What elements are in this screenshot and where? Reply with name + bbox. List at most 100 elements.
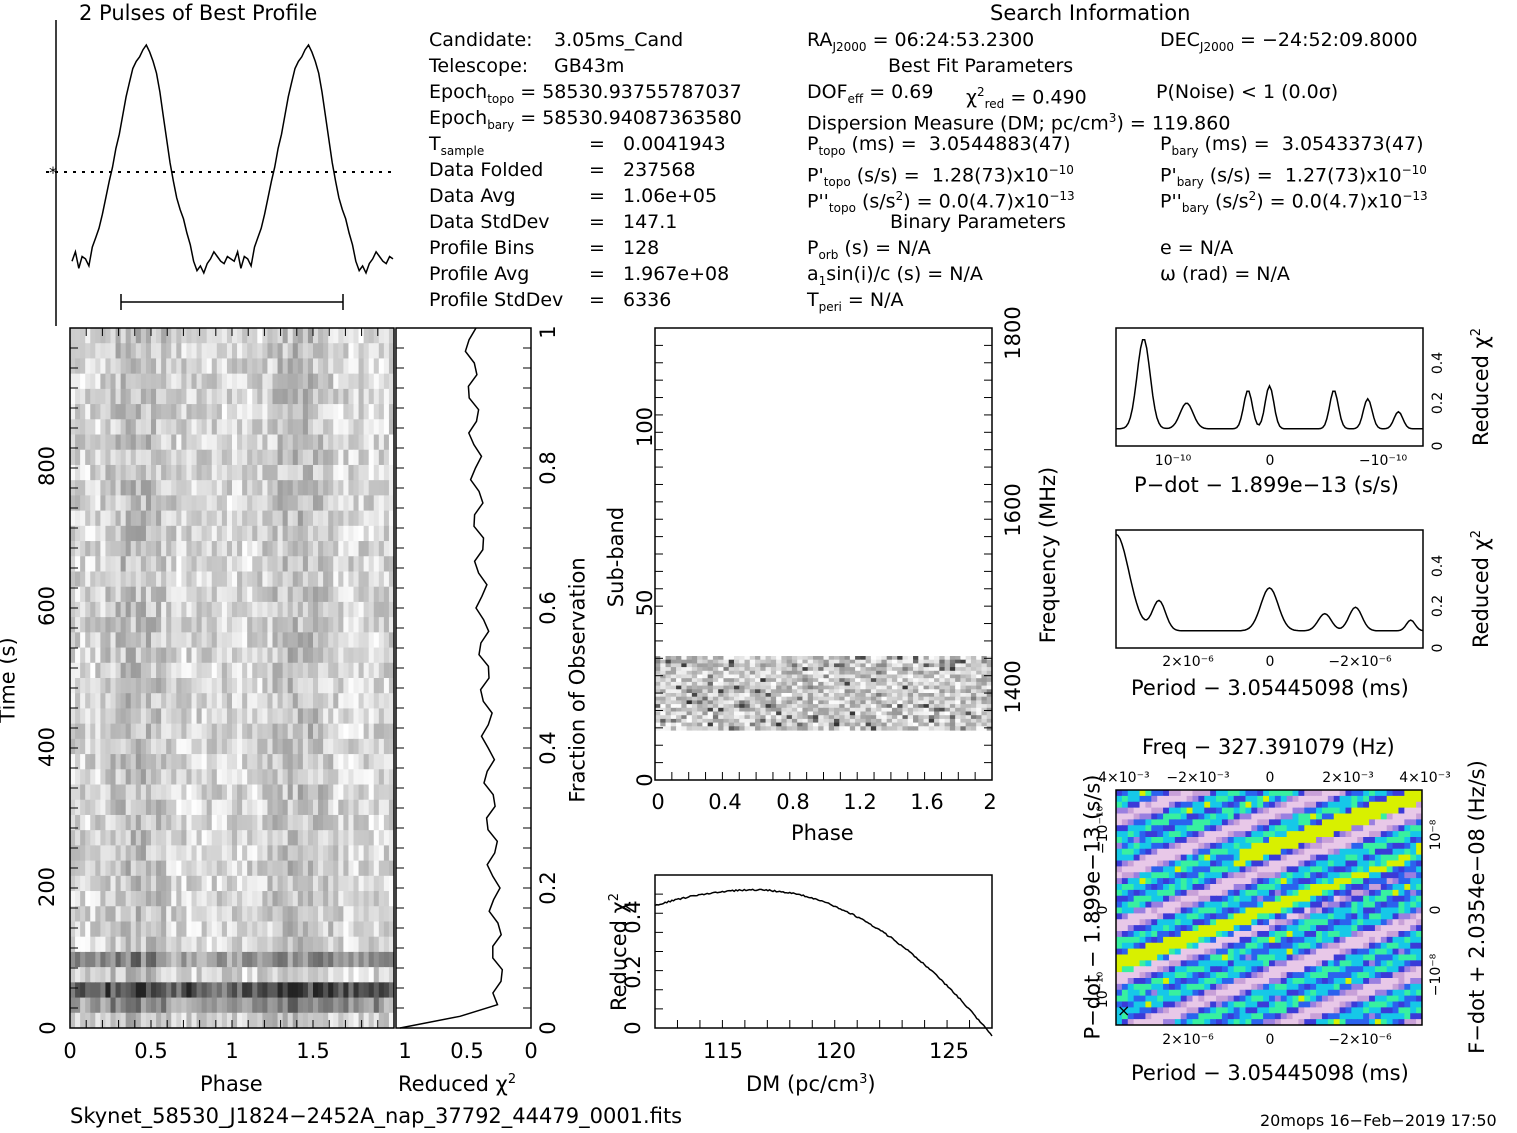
subband-cell: [844, 696, 851, 701]
time-phase-cell: [110, 693, 117, 710]
time-phase-cell: [181, 738, 188, 755]
subband-cell: [670, 667, 677, 672]
time-phase-cell: [130, 693, 137, 710]
ppdot-cell: [1257, 831, 1264, 838]
subband-cell: [670, 663, 677, 668]
time-phase-cell: [120, 343, 127, 360]
time-phase-cell: [232, 967, 238, 983]
subband-cell: [749, 700, 756, 705]
time-phase-cell: [115, 678, 122, 694]
time-phase-cell: [302, 586, 309, 603]
time-phase-cell: [125, 769, 132, 786]
time-phase-cell: [318, 678, 324, 694]
subband-cell: [765, 670, 772, 676]
time-phase-cell: [257, 784, 263, 801]
subband-cell: [939, 678, 946, 683]
time-phase-cell: [282, 556, 289, 573]
time-phase-cell: [292, 693, 299, 710]
time-phase-cell: [171, 708, 177, 725]
time-phase-cell: [242, 754, 248, 770]
time-phase-cell: [130, 571, 137, 588]
subband-cell: [697, 718, 703, 724]
time-phase-cell: [348, 571, 355, 588]
subband-cell: [960, 693, 967, 698]
ppdot-cell: [1192, 813, 1199, 820]
time-phase-cell: [378, 891, 385, 907]
time-phase-cell: [186, 769, 193, 786]
subband-cell: [918, 656, 925, 661]
time-phase-cell: [353, 723, 360, 740]
time-phase-cell: [145, 449, 152, 466]
time-phase-cell: [211, 434, 218, 451]
ppdot-cell: [1139, 825, 1147, 832]
time-phase-cell: [140, 556, 147, 573]
time-phase-cell: [216, 738, 223, 755]
time-phase-cell: [181, 541, 188, 557]
subband-cell: [849, 663, 856, 668]
time-phase-cell: [206, 906, 213, 923]
time-phase-cell: [85, 693, 91, 710]
time-phase-cell: [378, 921, 385, 938]
time-phase-cell: [277, 601, 284, 618]
subband-cell: [960, 711, 967, 716]
subband-cell: [949, 663, 956, 668]
subband-cell: [970, 711, 977, 716]
ppdot-cell: [1298, 837, 1305, 844]
time-phase-cell: [115, 525, 122, 542]
time-phase-cell: [247, 799, 253, 816]
subband-cell: [944, 722, 951, 727]
ppdot-cell: [1269, 813, 1276, 820]
time-phase-cell: [186, 586, 193, 603]
time-phase-cell: [232, 738, 238, 755]
time-phase-cell: [292, 632, 299, 649]
time-phase-cell: [70, 662, 76, 679]
ppdot-cell: [1351, 825, 1358, 832]
time-phase-cell: [186, 495, 193, 512]
time-phase-cell: [156, 373, 162, 390]
time-phase-cell: [328, 678, 334, 694]
time-phase-cell: [297, 525, 304, 542]
time-phase-cell: [176, 541, 182, 557]
time-phase-cell: [353, 419, 360, 436]
time-phase-cell: [333, 617, 339, 633]
subband-cell: [765, 659, 772, 664]
time-phase-cell: [151, 784, 157, 801]
time-phase-cell: [383, 541, 390, 557]
time-phase-cell: [267, 678, 274, 694]
time-phase-cell: [95, 541, 101, 557]
time-phase-cell: [206, 799, 213, 816]
time-phase-cell: [120, 647, 127, 664]
time-phase-cell: [110, 860, 117, 877]
time-phase-cell: [318, 541, 324, 557]
time-phase-cell: [80, 967, 86, 983]
time-phase-cell: [80, 662, 86, 679]
time-phase-cell: [75, 921, 81, 938]
time-phase-cell: [226, 738, 233, 755]
time-phase-cell: [186, 799, 193, 816]
time-phase-cell: [100, 632, 107, 649]
time-phase-cell: [318, 525, 324, 542]
subband-cell: [844, 678, 851, 683]
subband-cell: [807, 700, 814, 705]
ppdot-cell: [1263, 801, 1270, 809]
time-phase-cell: [105, 708, 112, 725]
time-phase-cell: [115, 601, 122, 618]
time-phase-cell: [252, 936, 258, 953]
time-phase-cell: [191, 556, 198, 573]
time-phase-cell: [318, 814, 324, 831]
subband-cell: [828, 678, 835, 683]
time-phase-cell: [181, 556, 188, 573]
time-phase-cell: [267, 662, 274, 679]
time-phase-cell: [135, 480, 142, 496]
time-phase-cell: [353, 754, 360, 770]
subband-cell: [923, 696, 930, 701]
time-phase-cell: [176, 617, 182, 633]
time-phase-cell: [333, 373, 339, 390]
time-phase-cell: [151, 906, 157, 923]
time-phase-cell: [383, 875, 390, 892]
time-phase-cell: [328, 936, 334, 953]
time-phase-cell: [105, 997, 112, 1014]
subband-cell: [702, 707, 709, 713]
time-phase-cell: [307, 678, 314, 694]
time-phase-cell: [343, 738, 350, 755]
